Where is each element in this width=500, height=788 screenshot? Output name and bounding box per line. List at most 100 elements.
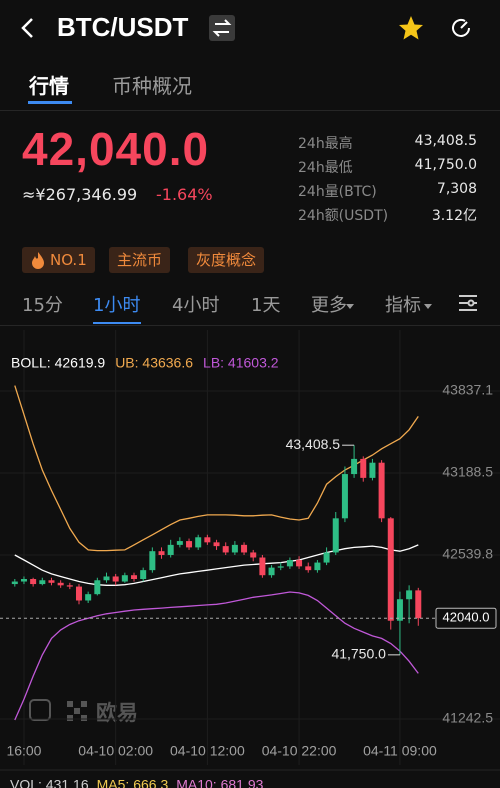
x-tick-label: 04-10 22:00 [262,743,337,759]
candle-body [131,575,138,579]
candle-body [241,544,248,553]
tag[interactable]: 灰度概念 [188,247,265,273]
stat-value: 41,750.0 [414,157,477,173]
stat-label: 24h最高 [298,136,353,152]
x-tick-label: 16:00 [6,743,41,759]
refresh-button[interactable] [448,15,474,41]
candle-body [268,567,275,576]
last-price: 42,040.0 [22,123,210,175]
candle-body [277,566,284,568]
candle-body [341,474,348,519]
candle-body [360,458,367,478]
candle-body [149,551,156,571]
candle-body [85,594,92,601]
candle-body [396,599,403,621]
interval[interactable]: 15分 [22,295,63,316]
candle-body [30,579,37,585]
x-tick-label: 04-10 12:00 [170,743,245,759]
divider [0,110,500,111]
cny-price: ≈¥267,346.99 [22,185,138,204]
interval[interactable]: 指标 [385,295,421,316]
interval-underline [93,322,141,324]
candle-body [75,586,82,601]
low-label: 41,750.0 [331,646,386,662]
last-price-box [435,607,497,629]
sub-indicator: MA5: 666.3 [97,777,169,788]
stat-label: 24h额(USDT) [298,208,389,224]
interval[interactable]: 更多 [311,295,347,316]
switch-pair[interactable] [208,14,236,42]
watermark-icon [29,699,51,721]
price-change: -1.64% [156,185,213,204]
interval[interactable]: 1小时 [93,295,141,316]
y-tick-label: 41242.5 [442,710,493,726]
candle-body [259,557,266,576]
candle-body [66,585,73,587]
candle-body [103,576,110,581]
boll-line [14,544,419,586]
y-tick-label: 43837.1 [442,382,493,398]
stat-value: 43,408.5 [414,133,477,149]
candle-body [213,542,220,547]
candle-body [158,551,165,555]
divider [0,325,500,326]
candle-body [48,580,55,583]
sub-indicator: VOL: 431.16 [10,777,89,788]
candle-body [369,462,376,478]
boll-line [14,591,419,721]
candle-body [314,562,321,571]
candle-body [140,570,147,579]
candle-body [296,560,303,567]
candle-body [94,580,101,595]
candle-body [250,552,257,558]
candle-body [195,537,202,548]
interval[interactable]: 4小时 [172,295,220,316]
candle-body [305,566,312,571]
candle-body [167,544,174,555]
boll-line [14,385,419,552]
y-tick-label: 43188.5 [442,464,493,480]
candle-body [406,590,413,600]
watermark: 欧易 [96,701,138,725]
candle-body [378,462,385,519]
tab-underline [28,101,72,104]
stat-value: 3.12亿 [431,208,477,224]
watermark-logo [67,701,87,721]
y-tick-label: 42539.8 [442,546,493,562]
legend-entry: LB: 41603.2 [203,355,279,371]
candle-body [11,581,18,585]
legend-entry: UB: 43636.6 [115,355,193,371]
candle-body [332,518,339,553]
candle-body [415,590,422,619]
candle-body [286,560,293,567]
favorite-star[interactable] [398,15,424,41]
stat-label: 24h最低 [298,160,353,176]
chart-settings[interactable] [457,292,479,314]
candle-body [351,458,358,475]
candle-body [112,576,119,582]
candle-body [121,575,128,582]
tab[interactable]: 行情 [29,74,69,98]
candle-body [387,518,394,621]
high-label: 43,408.5 [286,436,341,452]
candle-body [57,582,64,586]
sub-indicator: MA10: 681.93 [176,777,263,788]
last-price-label: 42040.0 [443,610,490,625]
candle-body [186,541,193,548]
dropdown-arrow [346,304,354,309]
x-tick-label: 04-11 09:00 [363,743,437,759]
candle-body [176,541,183,545]
candle-body [20,579,27,582]
x-tick-label: 04-10 02:00 [78,743,153,759]
dropdown-arrow [424,304,432,309]
interval[interactable]: 1天 [251,295,281,316]
back-button[interactable] [16,14,40,42]
pair-title[interactable]: BTC/USDT [57,12,189,42]
candle-body [39,580,46,585]
stat-label: 24h量(BTC) [298,184,377,200]
fire-icon [32,252,44,269]
tag[interactable]: 主流币 [109,247,171,273]
tab[interactable]: 币种概况 [112,74,192,98]
